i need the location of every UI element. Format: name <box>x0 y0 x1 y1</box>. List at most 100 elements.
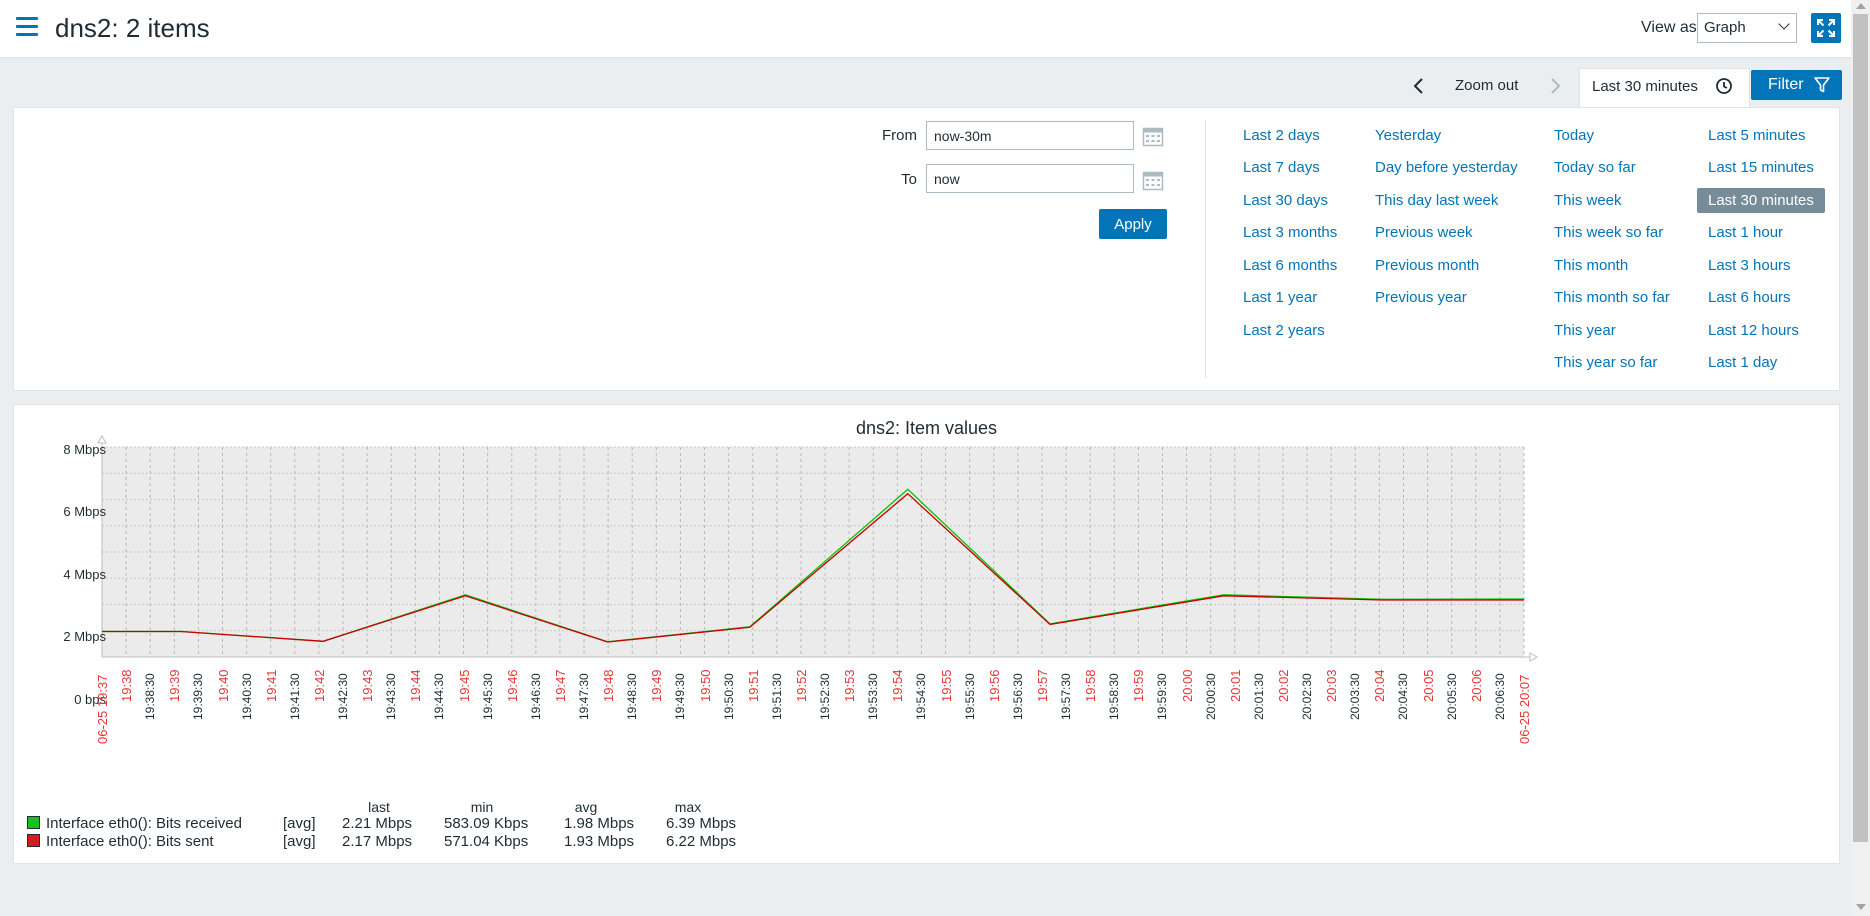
x-tick-label: 19:44:30 <box>432 673 447 720</box>
x-tick-label: 06-25 20:07 <box>1517 674 1532 744</box>
quick-range-link[interactable]: This week <box>1554 192 1622 209</box>
quick-range-link[interactable]: Last 6 hours <box>1708 289 1791 306</box>
x-tick-label: 20:01:30 <box>1251 673 1266 720</box>
quick-range-link[interactable]: This year so far <box>1554 354 1658 371</box>
next-period-button[interactable] <box>1541 72 1569 100</box>
fullscreen-icon <box>1817 19 1835 37</box>
quick-range-link[interactable]: Last 7 days <box>1243 159 1320 176</box>
x-tick-label: 19:55 <box>938 669 954 702</box>
x-tick-label: 19:40 <box>215 669 231 702</box>
legend-last: 2.17 Mbps <box>342 833 413 850</box>
legend-func: [avg] <box>283 833 316 850</box>
quick-range-link[interactable]: Last 30 days <box>1243 192 1329 209</box>
x-tick-label: 19:55:30 <box>962 673 977 720</box>
time-range-tab-label: Last 30 minutes <box>1592 78 1698 95</box>
chevron-left-icon <box>1413 78 1423 94</box>
quick-range-link[interactable]: Last 3 months <box>1243 224 1338 241</box>
scroll-down-arrow-icon[interactable] <box>1856 904 1866 910</box>
quick-range-link[interactable]: Last 15 minutes <box>1708 159 1814 176</box>
x-tick-label: 19:51 <box>745 669 761 702</box>
x-tick-label: 19:50:30 <box>721 673 736 720</box>
quick-range-link[interactable]: Last 1 day <box>1708 354 1778 371</box>
quick-range-link[interactable]: Last 1 hour <box>1708 224 1784 241</box>
legend-max: 6.22 Mbps <box>666 833 737 850</box>
time-filter-panel: From To Apply Last 2 days Last 7 days La… <box>13 107 1840 391</box>
y-tick-label: 8 Mbps <box>63 442 106 457</box>
page-scrollbar[interactable] <box>1851 0 1870 916</box>
legend-max: 6.39 Mbps <box>666 815 737 832</box>
quick-range-link[interactable]: Today so far <box>1554 159 1636 176</box>
x-tick-label: 20:06:30 <box>1492 673 1507 720</box>
quick-range-link[interactable]: Yesterday <box>1375 127 1442 144</box>
x-tick-label: 20:03 <box>1324 669 1340 702</box>
x-tick-label: 19:43 <box>360 669 376 702</box>
view-as-select[interactable]: Graph <box>1697 13 1797 43</box>
legend-min: 583.09 Kbps <box>444 815 529 832</box>
fullscreen-button[interactable] <box>1811 13 1841 43</box>
to-input[interactable] <box>926 164 1134 193</box>
line-chart[interactable] <box>14 405 1841 865</box>
x-tick-label: 19:49 <box>649 669 665 702</box>
x-tick-label: 19:48 <box>601 669 617 702</box>
quick-range-link[interactable]: Today <box>1554 127 1595 144</box>
x-tick-label: 19:42 <box>311 669 327 702</box>
quick-range-link[interactable]: Last 3 hours <box>1708 257 1791 274</box>
x-tick-label: 19:46 <box>504 669 520 702</box>
quick-range-link[interactable]: This week so far <box>1554 224 1664 241</box>
x-tick-label: 19:59:30 <box>1155 673 1170 720</box>
page-title: dns2: 2 items <box>55 13 210 43</box>
x-tick-label: 06-25 19:37 <box>95 674 110 744</box>
quick-range-link[interactable]: Previous week <box>1375 224 1473 241</box>
x-axis-arrow-icon <box>1529 652 1539 662</box>
x-tick-label: 19:48:30 <box>625 673 640 720</box>
previous-period-button[interactable] <box>1405 72 1433 100</box>
zoom-out-button[interactable]: Zoom out <box>1455 77 1519 94</box>
hamburger-menu-icon[interactable] <box>16 17 38 37</box>
x-tick-label: 19:59 <box>1131 669 1147 702</box>
from-calendar-button[interactable] <box>1142 126 1164 148</box>
y-tick-label: 0 bps <box>74 692 106 707</box>
quick-range-link[interactable]: Previous year <box>1375 289 1467 306</box>
legend-series-name: Interface eth0(): Bits received <box>46 815 242 832</box>
quick-range-link[interactable]: Last 5 minutes <box>1708 127 1806 144</box>
legend-min: 571.04 Kbps <box>444 833 529 850</box>
x-tick-label: 19:50 <box>697 669 713 702</box>
x-tick-label: 19:41 <box>263 669 279 702</box>
x-tick-label: 20:00:30 <box>1203 673 1218 720</box>
chevron-right-icon <box>1551 78 1561 94</box>
quick-range-link[interactable]: This year <box>1554 322 1616 339</box>
x-tick-label: 19:46:30 <box>528 673 543 720</box>
x-tick-label: 19:44 <box>408 669 424 702</box>
x-tick-label: 20:05:30 <box>1444 673 1459 720</box>
x-tick-label: 19:47:30 <box>577 673 592 720</box>
quick-range-link[interactable]: This month so far <box>1554 289 1670 306</box>
quick-range-link[interactable]: Last 12 hours <box>1708 322 1799 339</box>
y-tick-label: 2 Mbps <box>63 629 106 644</box>
quick-range-link[interactable]: Previous month <box>1375 257 1480 274</box>
quick-range-link[interactable]: Last 2 years <box>1243 322 1325 339</box>
to-calendar-button[interactable] <box>1142 170 1164 192</box>
legend-header-avg: avg <box>574 799 598 815</box>
filter-tab-button[interactable]: Filter <box>1751 70 1842 100</box>
time-range-tab[interactable]: Last 30 minutes <box>1579 68 1750 108</box>
scroll-up-arrow-icon[interactable] <box>1856 3 1866 9</box>
x-tick-label: 19:43:30 <box>384 673 399 720</box>
calendar-icon <box>1142 171 1164 191</box>
quick-range-link[interactable]: Last 1 year <box>1243 289 1318 306</box>
from-input[interactable] <box>926 121 1134 150</box>
scrollbar-thumb[interactable] <box>1853 14 1868 842</box>
x-tick-label: 19:58:30 <box>1107 673 1122 720</box>
x-tick-label: 20:01 <box>1227 669 1243 702</box>
x-tick-label: 19:45 <box>456 669 472 702</box>
y-tick-label: 6 Mbps <box>63 504 106 519</box>
quick-range-link-selected[interactable]: Last 30 minutes <box>1697 188 1825 213</box>
x-tick-label: 19:56:30 <box>1010 673 1025 720</box>
quick-range-link[interactable]: This month <box>1554 257 1629 274</box>
quick-range-link[interactable]: Last 2 days <box>1243 127 1320 144</box>
quick-range-link[interactable]: This day last week <box>1375 192 1499 209</box>
quick-range-link[interactable]: Day before yesterday <box>1375 159 1518 176</box>
to-label: To <box>901 171 917 188</box>
x-tick-label: 19:42:30 <box>336 673 351 720</box>
quick-range-link[interactable]: Last 6 months <box>1243 257 1338 274</box>
apply-button[interactable]: Apply <box>1099 209 1167 239</box>
